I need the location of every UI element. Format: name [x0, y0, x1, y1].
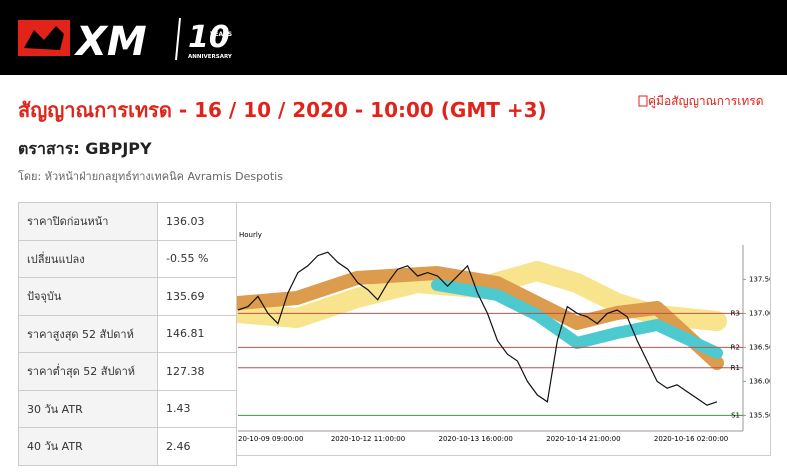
x-tick-label: 20-10-09 09:00:00 [238, 435, 303, 443]
label-cell: ราคาสูงสุด 52 สัปดาห์ [18, 314, 158, 353]
value-cell: 1.43 [157, 389, 237, 428]
pdf-icon [638, 95, 648, 107]
y-tick-label: 137.50 [749, 275, 771, 283]
logo-text: XM [73, 19, 147, 65]
y-tick-label: 136.00 [749, 377, 771, 385]
table-row: 40 วัน ATR 2.46 [18, 427, 237, 466]
value-cell: 2.46 [157, 427, 237, 466]
level-label: R3 [731, 309, 740, 317]
table-row: เปลี่ยนแปลง -0.55 % [18, 239, 237, 278]
x-tick-label: 2020-10-14 21:00:00 [546, 435, 620, 443]
price-line [237, 251, 718, 406]
level-label: R2 [731, 343, 740, 351]
y-tick-label: 137.00 [749, 309, 771, 317]
logo[interactable]: XM 10 YEARS ANNIVERSARY [0, 0, 260, 75]
badge-top: YEARS [209, 31, 232, 38]
label-cell: ราคาปิดก่อนหน้า [18, 202, 158, 241]
chart: Hourly 135.50 136.00 136.50 137.00 137.50 R3 R… [236, 202, 771, 456]
x-tick-label: 2020-10-16 02:00:00 [654, 435, 728, 443]
byline: โดย: หัวหน้าฝ่ายกลยุทธ์ทางเทคนิค Avramis… [18, 170, 283, 183]
badge-bottom: ANNIVERSARY [188, 54, 233, 60]
chart-title: Hourly [239, 231, 262, 239]
header: XM 10 YEARS ANNIVERSARY [0, 0, 787, 75]
value-cell: -0.55 % [157, 239, 237, 278]
value-cell: 136.03 [157, 202, 237, 241]
value-cell: 146.81 [157, 314, 237, 353]
table-row: 30 วัน ATR 1.43 [18, 389, 237, 428]
stats-table: ราคาปิดก่อนหน้า 136.03 เปลี่ยนแปลง -0.55 % ป… [18, 202, 237, 466]
table-row: ราคาปิดก่อนหน้า 136.03 [18, 202, 237, 241]
x-tick-label: 2020-10-12 11:00:00 [331, 435, 405, 443]
label-cell: ปัจจุบัน [18, 277, 158, 316]
guide-text[interactable]: คู่มือสัญญาณการเทรด [648, 94, 764, 108]
bands [237, 261, 727, 370]
label-cell: เปลี่ยนแปลง [18, 239, 158, 278]
page-title: สัญญาณการเทรด - 16 / 10 / 2020 - 10:00 (… [18, 98, 547, 122]
table-row: ปัจจุบัน 135.69 [18, 277, 237, 316]
label-cell: 30 วัน ATR [18, 389, 158, 428]
label-cell: 40 วัน ATR [18, 427, 158, 466]
y-tick-label: 136.50 [749, 343, 771, 351]
level-label: S1 [731, 411, 740, 419]
value-cell: 127.38 [157, 352, 237, 391]
instrument: ตราสาร: GBPJPY [18, 139, 152, 158]
table-row: ราคาต่ำสุด 52 สัปดาห์ 127.38 [18, 352, 237, 391]
value-cell: 135.69 [157, 277, 237, 316]
y-tick-label: 135.50 [749, 411, 771, 419]
x-tick-label: 2020-10-13 16:00:00 [439, 435, 513, 443]
badge: 10 [188, 20, 230, 55]
table-row: ราคาสูงสุด 52 สัปดาห์ 146.81 [18, 314, 237, 353]
level-label: R1 [731, 364, 740, 372]
guide-link[interactable]: คู่มือสัญญาณการเทรด [638, 92, 764, 111]
label-cell: ราคาต่ำสุด 52 สัปดาห์ [18, 352, 158, 391]
